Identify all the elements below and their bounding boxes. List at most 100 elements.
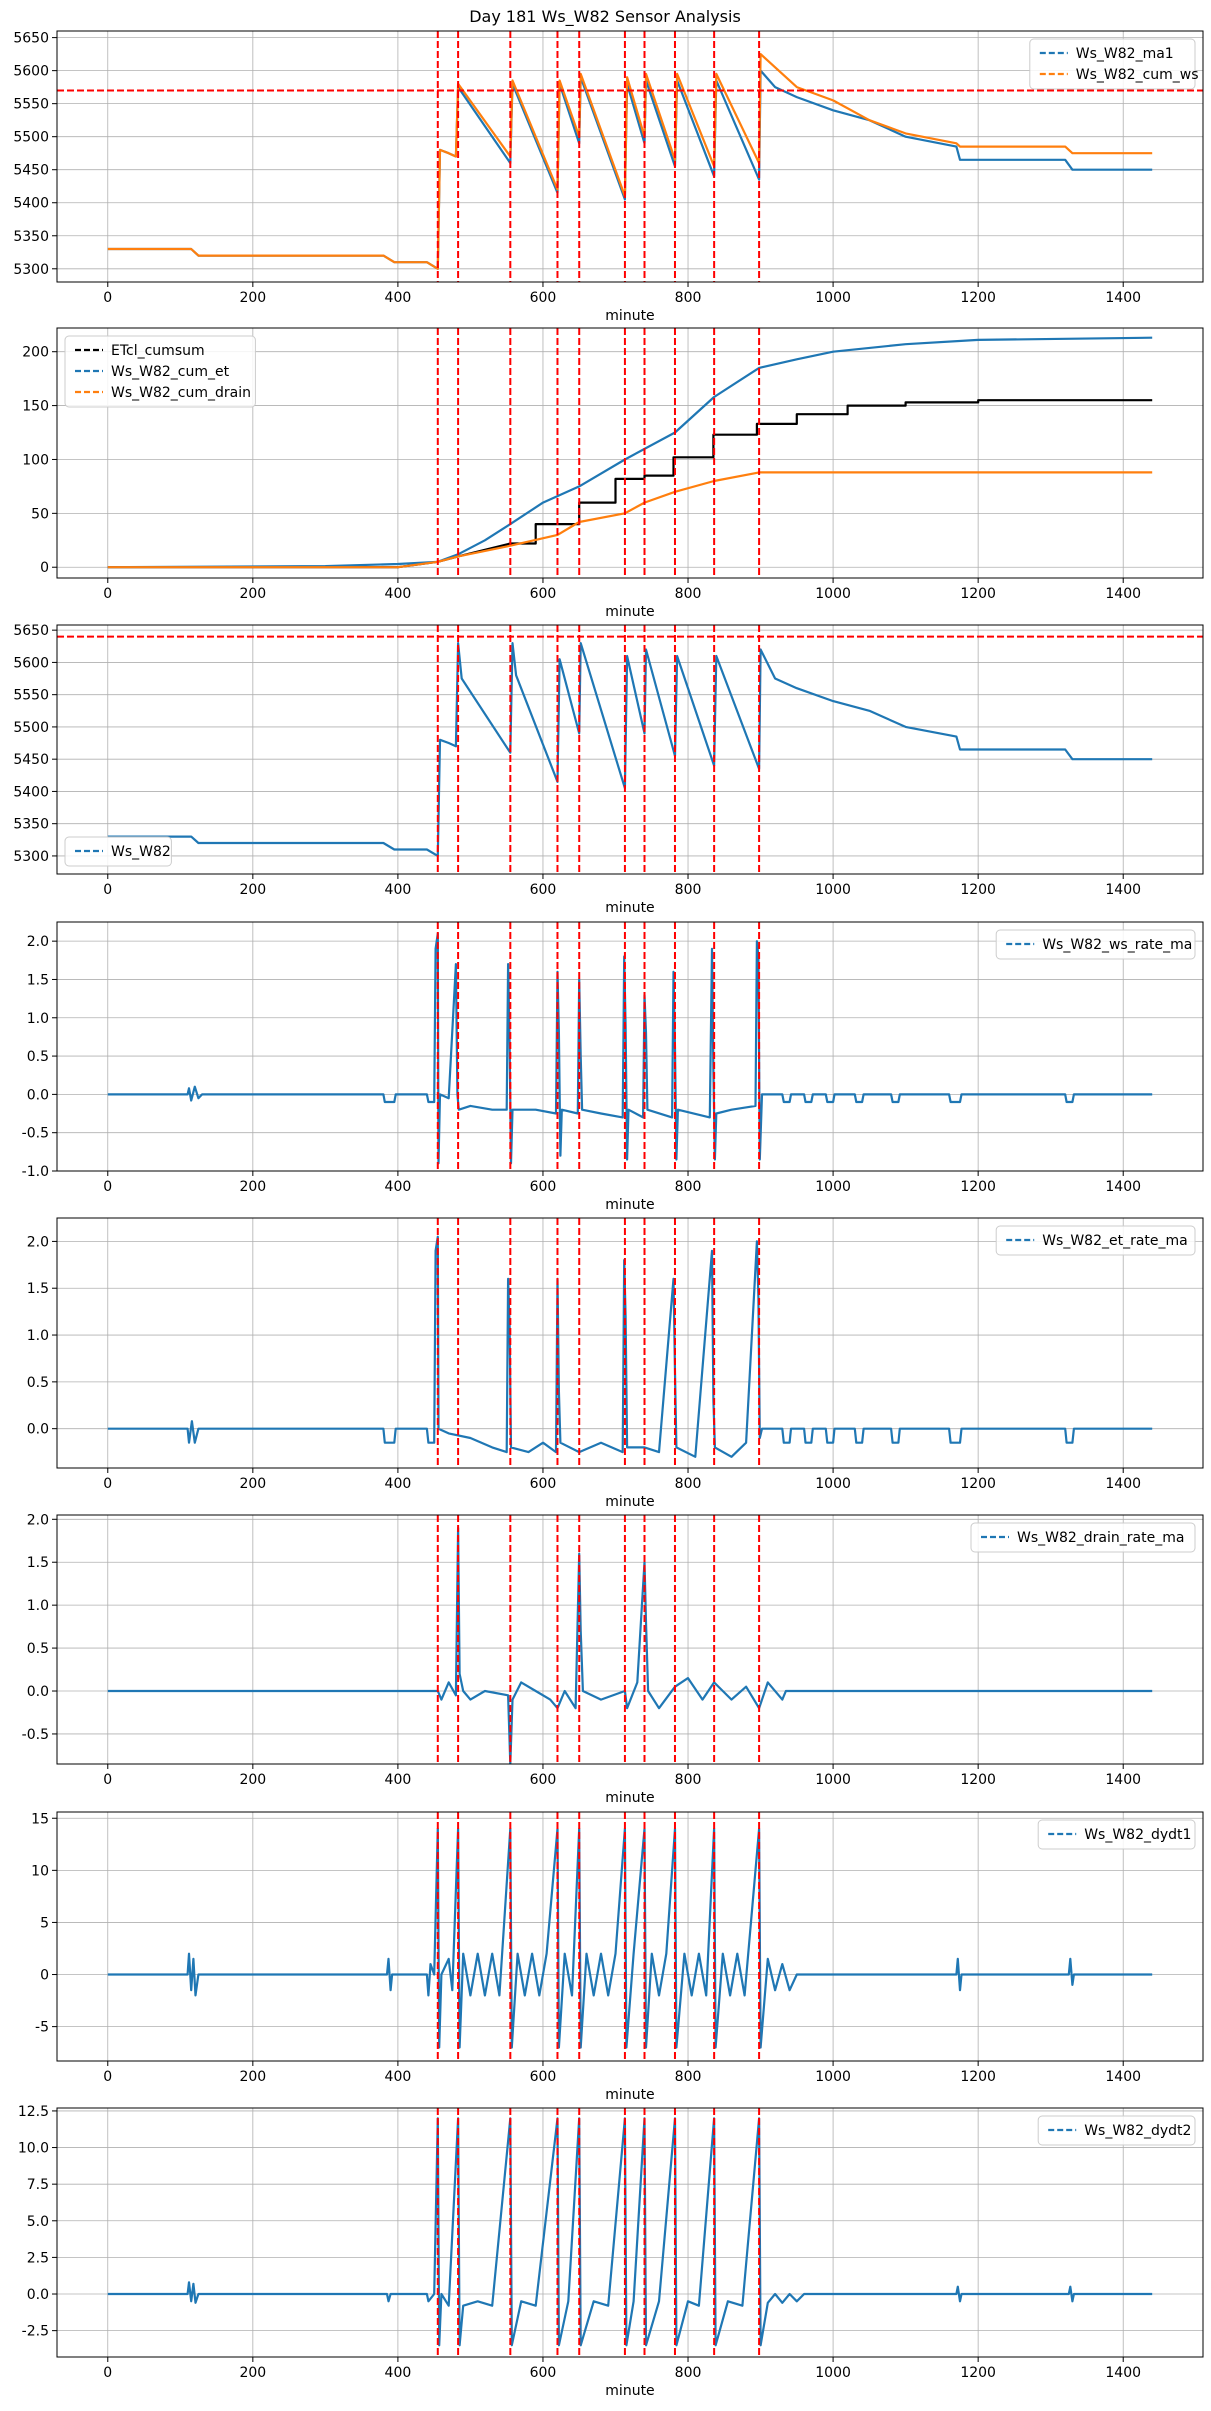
x-tick-label: 200 xyxy=(239,586,266,602)
y-tick-label: 0.5 xyxy=(27,1375,49,1391)
y-tick-label: 7.5 xyxy=(27,2177,49,2193)
legend: Ws_W82_dydt1 xyxy=(1037,1819,1196,1850)
x-tick-label: 200 xyxy=(239,2069,266,2085)
x-tick-label: 600 xyxy=(530,1476,557,1492)
y-tick-label: 50 xyxy=(31,506,49,522)
series-line-Ws_W82_drain_rate_ma xyxy=(107,1526,1153,1764)
x-tick-label: 1200 xyxy=(960,1179,996,1195)
x-axis-label: minute xyxy=(605,2383,654,2399)
y-tick-label: 5550 xyxy=(13,97,49,113)
y-tick-label: 5 xyxy=(40,1915,49,1931)
x-tick-label: 0 xyxy=(103,1476,112,1492)
x-tick-label: 1400 xyxy=(1105,2069,1141,2085)
y-tick-label: 15 xyxy=(31,1811,49,1827)
x-axis-label: minute xyxy=(605,604,654,620)
y-tick-label: -5 xyxy=(35,2020,49,2036)
x-tick-label: 600 xyxy=(530,1179,557,1195)
x-tick-label: 800 xyxy=(675,2069,702,2085)
x-tick-label: 200 xyxy=(239,290,266,306)
x-tick-label: 1000 xyxy=(815,290,851,306)
x-tick-label: 200 xyxy=(239,2365,266,2381)
y-tick-label: 0.5 xyxy=(27,1049,49,1065)
x-tick-label: 0 xyxy=(103,2365,112,2381)
axes-frame xyxy=(56,1217,1204,1469)
y-tick-label: 200 xyxy=(22,345,49,361)
x-tick-label: 800 xyxy=(675,1772,702,1788)
x-tick-label: 1000 xyxy=(815,586,851,602)
y-tick-label: 5600 xyxy=(13,64,49,80)
x-tick-label: 0 xyxy=(103,882,112,898)
y-tick-label: 1.0 xyxy=(27,1328,49,1344)
legend-entry: Ws_W82_drain_rate_ma xyxy=(1017,1530,1184,1546)
axes-frame xyxy=(56,1811,1204,2062)
legend-entry: Ws_W82_et_rate_ma xyxy=(1042,1233,1188,1249)
series-line-ETcl_cumsum xyxy=(107,399,1153,569)
y-tick-label: 12.5 xyxy=(18,2104,49,2120)
x-tick-label: 1000 xyxy=(815,1476,851,1492)
y-tick-label: 5300 xyxy=(13,849,49,865)
subplot-2: 0 200 400 600 800 1000 1200 1400 0 50 100 150 200 min… xyxy=(22,327,1204,620)
x-tick-label: 1000 xyxy=(815,2069,851,2085)
y-tick-label: 5500 xyxy=(13,130,49,146)
legend-entry: Ws_W82_cum_et xyxy=(111,364,230,380)
y-tick-label: 10 xyxy=(31,1863,49,1879)
y-tick-label: -2.5 xyxy=(22,2324,49,2340)
subplot-1: 0 200 400 600 800 1000 1200 1400 5300 5350 5400 545… xyxy=(13,30,1204,324)
x-tick-label: 600 xyxy=(530,290,557,306)
y-tick-label: 0 xyxy=(40,560,49,576)
x-tick-label: 400 xyxy=(385,1772,412,1788)
x-tick-label: 800 xyxy=(675,882,702,898)
series-line-Ws_W82_dydt1 xyxy=(107,1827,1153,2049)
legend: Ws_W82_ws_rate_ma xyxy=(995,929,1196,960)
x-tick-label: 1400 xyxy=(1105,1476,1141,1492)
y-tick-label: 0.0 xyxy=(27,1684,49,1700)
x-tick-label: 600 xyxy=(530,882,557,898)
x-tick-label: 400 xyxy=(385,2365,412,2381)
x-axis-label: minute xyxy=(605,2087,654,2103)
subplot-6: 0 200 400 600 800 1000 1200 1400 -0.5 0.0 0.5 1.0 1.… xyxy=(22,1512,1204,1806)
x-tick-label: 1400 xyxy=(1105,2365,1141,2381)
x-tick-label: 800 xyxy=(675,1179,702,1195)
x-tick-label: 400 xyxy=(385,586,412,602)
subplot-4: 0 200 400 600 800 1000 1200 1400 -1.0 -0.5 0.0 0.5 1… xyxy=(22,921,1204,1213)
x-tick-label: 0 xyxy=(103,1179,112,1195)
series-line-Ws_W82_dydt2 xyxy=(107,2117,1153,2347)
y-tick-label: 5450 xyxy=(13,163,49,179)
y-tick-label: 0.0 xyxy=(27,1422,49,1438)
x-tick-label: 1000 xyxy=(815,1179,851,1195)
y-tick-label: 5400 xyxy=(13,784,49,800)
y-tick-label: 1.0 xyxy=(27,1598,49,1614)
x-tick-label: 1200 xyxy=(960,1772,996,1788)
x-tick-label: 1000 xyxy=(815,882,851,898)
y-tick-label: 1.5 xyxy=(27,972,49,988)
y-tick-label: 5350 xyxy=(13,229,49,245)
x-tick-label: 1200 xyxy=(960,586,996,602)
y-tick-label: -1.0 xyxy=(22,1164,49,1180)
y-tick-label: 0.0 xyxy=(27,2287,49,2303)
y-tick-label: 5650 xyxy=(13,31,49,47)
y-tick-label: 0 xyxy=(40,1968,49,1984)
subplot-7: 0 200 400 600 800 1000 1200 1400 -5 0 5 10 15 minute W… xyxy=(31,1811,1204,2103)
y-tick-label: 10.0 xyxy=(18,2141,49,2157)
y-tick-label: 5350 xyxy=(13,817,49,833)
legend: Ws_W82_ma1 Ws_W82_cum_ws xyxy=(1029,38,1199,90)
y-tick-label: 0.5 xyxy=(27,1641,49,1657)
x-tick-label: 600 xyxy=(530,1772,557,1788)
y-tick-label: 2.5 xyxy=(27,2250,49,2266)
y-tick-label: 5400 xyxy=(13,196,49,212)
x-tick-label: 400 xyxy=(385,882,412,898)
legend: Ws_W82_dydt2 xyxy=(1037,2115,1196,2146)
y-tick-label: 100 xyxy=(22,452,49,468)
legend-entry: Ws_W82 xyxy=(111,844,171,860)
x-axis-label: minute xyxy=(605,1790,654,1806)
figure-title: Day 181 Ws_W82 Sensor Analysis xyxy=(469,7,741,27)
x-tick-label: 0 xyxy=(103,2069,112,2085)
legend: Ws_W82_drain_rate_ma xyxy=(970,1522,1196,1553)
x-axis-label: minute xyxy=(605,900,654,916)
legend: Ws_W82 xyxy=(64,836,172,867)
axes-frame xyxy=(56,30,1204,283)
legend: Ws_W82_et_rate_ma xyxy=(995,1225,1196,1256)
x-tick-label: 400 xyxy=(385,1476,412,1492)
x-tick-label: 600 xyxy=(530,2365,557,2381)
